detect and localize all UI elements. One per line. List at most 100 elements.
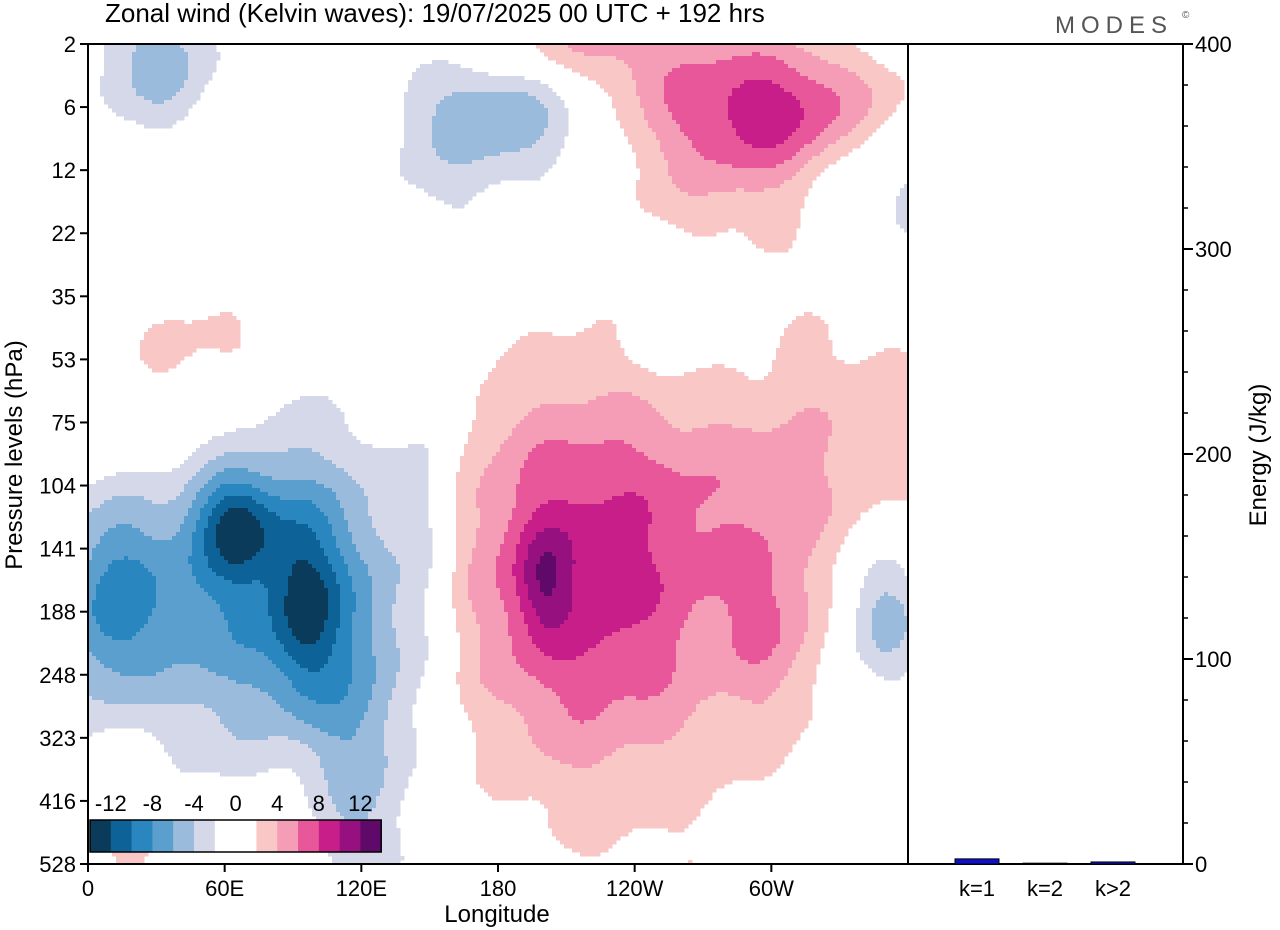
contour-cell: [668, 220, 801, 225]
contour-cell: [824, 148, 853, 153]
contour-cell: [296, 688, 349, 693]
contour-cell: [476, 748, 541, 753]
contour-cell: [456, 524, 481, 529]
contour-cell: [352, 668, 377, 673]
contour-cell: [88, 536, 101, 541]
contour-cell: [868, 108, 897, 113]
contour-cell: [296, 520, 329, 525]
contour-cell: [104, 72, 133, 77]
contour-cell: [176, 92, 201, 97]
x-tick-label: 0: [82, 876, 94, 901]
contour-cell: [456, 548, 473, 553]
contour-cell: [144, 564, 193, 569]
contour-cell: [352, 624, 373, 629]
colorbar-label: 4: [271, 791, 283, 816]
contour-cell: [612, 496, 645, 501]
contour-cell: [780, 632, 805, 637]
contour-cell: [532, 512, 653, 517]
contour-cell: [648, 528, 697, 533]
contour-cell: [456, 504, 477, 509]
contour-cell: [496, 568, 513, 573]
contour-cell: [580, 720, 585, 725]
contour-cell: [320, 764, 389, 769]
contour-cell: [292, 572, 321, 577]
contour-cell: [740, 656, 769, 661]
contour-cell: [308, 804, 337, 809]
contour-cell: [432, 116, 549, 121]
contour-cell: [148, 328, 241, 333]
contour-cell: [544, 528, 561, 533]
contour-cell: [372, 632, 397, 637]
contour-cell: [588, 400, 649, 405]
contour-cell: [140, 356, 185, 361]
contour-cell: [460, 640, 481, 645]
contour-cell: [468, 596, 501, 601]
contour-cell: [220, 500, 257, 505]
contour-cell: [156, 580, 197, 585]
contour-cell: [772, 556, 809, 561]
contour-cell: [404, 120, 433, 125]
contour-cell: [460, 456, 493, 461]
contour-cell: [516, 544, 529, 549]
contour-cell: [116, 856, 145, 861]
contour-cell: [480, 628, 509, 633]
contour-cell: [196, 580, 233, 585]
contour-cell: [664, 416, 793, 421]
contour-cell: [400, 172, 545, 177]
contour-cell: [784, 332, 829, 337]
contour-cell: [372, 608, 393, 613]
contour-cell: [316, 752, 385, 757]
contour-cell: [152, 608, 221, 613]
contour-cell: [512, 344, 621, 349]
contour-cell: [252, 580, 261, 585]
x-axis-ticks: 0 60E 120E 180 120W 60W: [82, 864, 794, 901]
energy-bar: [954, 858, 1000, 865]
contour-cell: [796, 412, 829, 417]
contour-cell: [512, 428, 681, 433]
contour-cell: [536, 508, 649, 513]
contour-cell: [264, 532, 317, 537]
contour-cell: [872, 104, 897, 109]
contour-cell: [788, 420, 833, 425]
contour-cell: [452, 584, 469, 589]
contour-cell: [728, 108, 805, 113]
contour-cell: [572, 68, 633, 73]
contour-cell: [136, 88, 181, 93]
contour-cell: [540, 556, 557, 561]
contour-cell: [320, 756, 389, 761]
contour-cell: [612, 104, 641, 109]
contour-cell: [204, 588, 269, 593]
contour-cell: [372, 604, 393, 609]
contour-cell: [408, 180, 501, 185]
contour-cell: [784, 328, 829, 333]
contour-cell: [476, 400, 589, 405]
contour-cell: [208, 524, 217, 529]
energy-category-label: k=2: [1027, 876, 1063, 901]
contour-cell: [732, 424, 781, 429]
contour-cell: [572, 576, 661, 581]
contour-cell: [196, 576, 225, 581]
contour-cell: [352, 680, 377, 685]
contour-cell: [800, 72, 857, 77]
contour-cell: [268, 612, 285, 617]
contour-cell: [456, 544, 477, 549]
contour-cell: [180, 44, 217, 49]
contour-cell: [516, 660, 677, 665]
contour-cell: [524, 620, 541, 625]
contour-cell: [196, 496, 209, 501]
contour-cell: [724, 600, 777, 605]
contour-cell: [528, 628, 621, 633]
contour-cell: [436, 112, 549, 117]
contour-cell: [156, 600, 217, 605]
contour-cell: [664, 688, 777, 693]
contour-cell: [596, 644, 677, 649]
contour-cell: [180, 768, 269, 773]
contour-cell: [308, 696, 345, 701]
contour-cell: [720, 480, 829, 485]
contour-cell: [216, 524, 261, 529]
contour-cell: [512, 704, 565, 709]
contour-cell: [896, 220, 909, 225]
contour-cell: [400, 652, 429, 657]
contour-cell: [904, 632, 909, 637]
